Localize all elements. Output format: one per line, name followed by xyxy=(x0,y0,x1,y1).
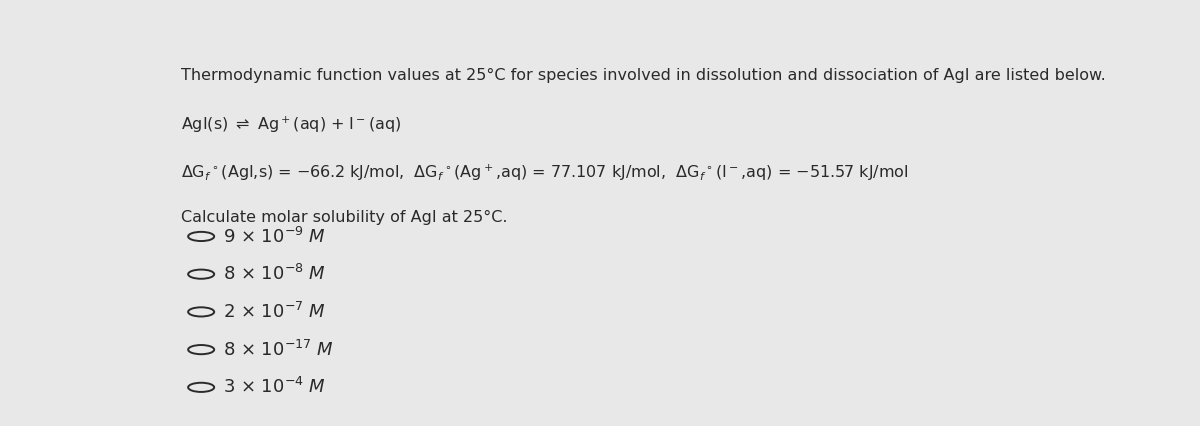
Text: 2 $\times$ 10$^{-7}$ $\it{M}$: 2 $\times$ 10$^{-7}$ $\it{M}$ xyxy=(222,302,325,322)
Text: 3 $\times$ 10$^{-4}$ $\it{M}$: 3 $\times$ 10$^{-4}$ $\it{M}$ xyxy=(222,377,325,397)
Text: Calculate molar solubility of AgI at 25°C.: Calculate molar solubility of AgI at 25°… xyxy=(181,210,508,225)
Text: 9 $\times$ 10$^{-9}$ $\it{M}$: 9 $\times$ 10$^{-9}$ $\it{M}$ xyxy=(222,226,325,247)
Text: 8 $\times$ 10$^{-17}$ $\it{M}$: 8 $\times$ 10$^{-17}$ $\it{M}$ xyxy=(222,340,334,360)
Text: AgI(s) $\rightleftharpoons$ Ag$^+$(aq) + I$^-$(aq): AgI(s) $\rightleftharpoons$ Ag$^+$(aq) +… xyxy=(181,115,401,135)
Text: 8 $\times$ 10$^{-8}$ $\it{M}$: 8 $\times$ 10$^{-8}$ $\it{M}$ xyxy=(222,264,325,284)
Text: $\Delta$G$_f$$^\circ$(AgI,s) = $-$66.2 kJ/mol,  $\Delta$G$_f$$^\circ$(Ag$^+$,aq): $\Delta$G$_f$$^\circ$(AgI,s) = $-$66.2 k… xyxy=(181,163,908,183)
Text: Thermodynamic function values at 25°C for species involved in dissolution and di: Thermodynamic function values at 25°C fo… xyxy=(181,67,1105,83)
